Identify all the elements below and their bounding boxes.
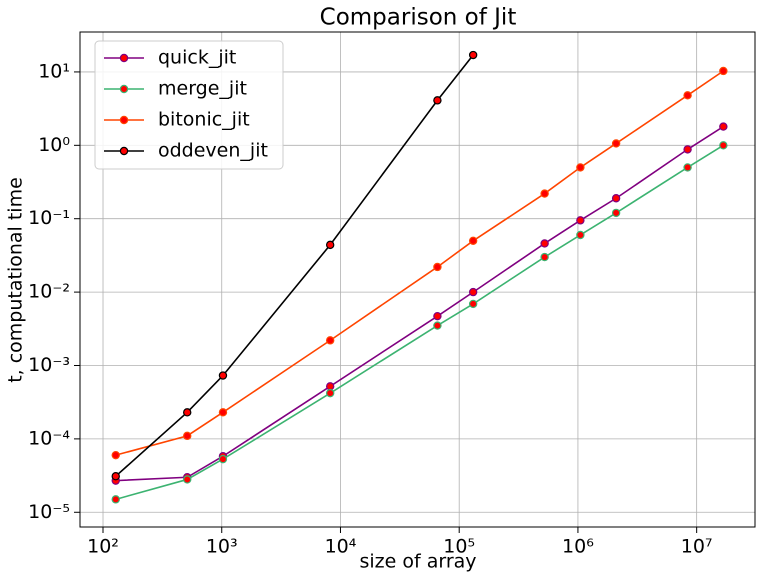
data-point [576,163,585,172]
data-point [218,408,228,417]
legend-marker [119,53,129,63]
data-point [325,240,335,250]
x-tick-label: 10⁴ [325,536,357,558]
data-point [468,287,478,297]
data-point [540,189,549,198]
data-point [111,495,120,504]
data-point [719,122,728,131]
data-point [683,145,692,154]
data-point [468,50,478,60]
legend-marker [119,115,129,125]
x-tick-label: 10³ [206,536,238,558]
legend-marker [119,84,129,94]
data-point [540,239,549,248]
legend-label: oddeven_jit [158,140,268,162]
y-tick-label: 10⁻¹ [28,207,70,229]
data-point [719,141,728,150]
data-point [325,336,335,345]
y-tick-label: 10⁻² [28,281,70,303]
data-point [111,450,120,460]
series-line [115,54,474,477]
x-tick-label: 10⁵ [443,536,475,558]
data-point [611,208,621,218]
y-tick-label: 10⁻⁴ [28,427,70,449]
data-point [576,230,585,240]
data-point [218,371,228,380]
legend-label: bitonic_jit [158,109,250,131]
y-axis-label: t, computational time [5,177,27,383]
y-tick-label: 10⁰ [38,134,70,156]
data-point [433,262,442,272]
legend-marker [119,146,129,156]
data-point [218,454,228,464]
data-point [540,252,549,262]
legend-label: merge_jit [158,78,247,100]
data-point [468,236,478,246]
data-point [433,321,442,330]
y-tick-label: 10⁻³ [28,354,70,376]
data-point [183,475,192,484]
legend-label: quick_jit [158,47,236,69]
data-point [611,194,621,203]
data-point [183,431,192,441]
data-point [325,382,335,391]
y-tick-label: 10⁻⁵ [28,501,70,523]
legend-box [94,40,284,170]
data-point [468,299,478,309]
data-point [433,311,442,321]
data-point [719,66,728,76]
data-point [433,96,442,105]
data-point [576,216,585,225]
chart-title: Comparison of Jit [320,5,517,31]
x-tick-label: 10² [87,536,119,558]
data-point [611,139,621,148]
legend: quick_jit merge_jit bitonic_jit oddeven_jit [94,40,284,170]
y-tick-label: 10¹ [38,60,70,82]
data-point [183,408,192,417]
data-point [683,163,692,172]
data-point [683,91,692,100]
x-tick-label: 10⁷ [681,536,713,558]
x-tick-label: 10⁶ [562,536,594,558]
plot [111,50,728,504]
data-point [325,388,335,398]
data-point [111,472,120,481]
x-axis-label: size of array [359,551,476,573]
plot-frame [79,31,756,528]
